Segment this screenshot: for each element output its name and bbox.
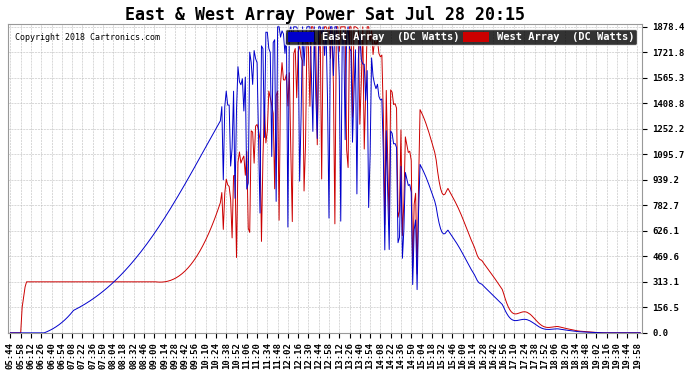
Legend: East Array  (DC Watts), West Array  (DC Watts): East Array (DC Watts), West Array (DC Wa… [285,29,638,45]
Text: Copyright 2018 Cartronics.com: Copyright 2018 Cartronics.com [14,33,159,42]
Title: East & West Array Power Sat Jul 28 20:15: East & West Array Power Sat Jul 28 20:15 [126,6,525,24]
